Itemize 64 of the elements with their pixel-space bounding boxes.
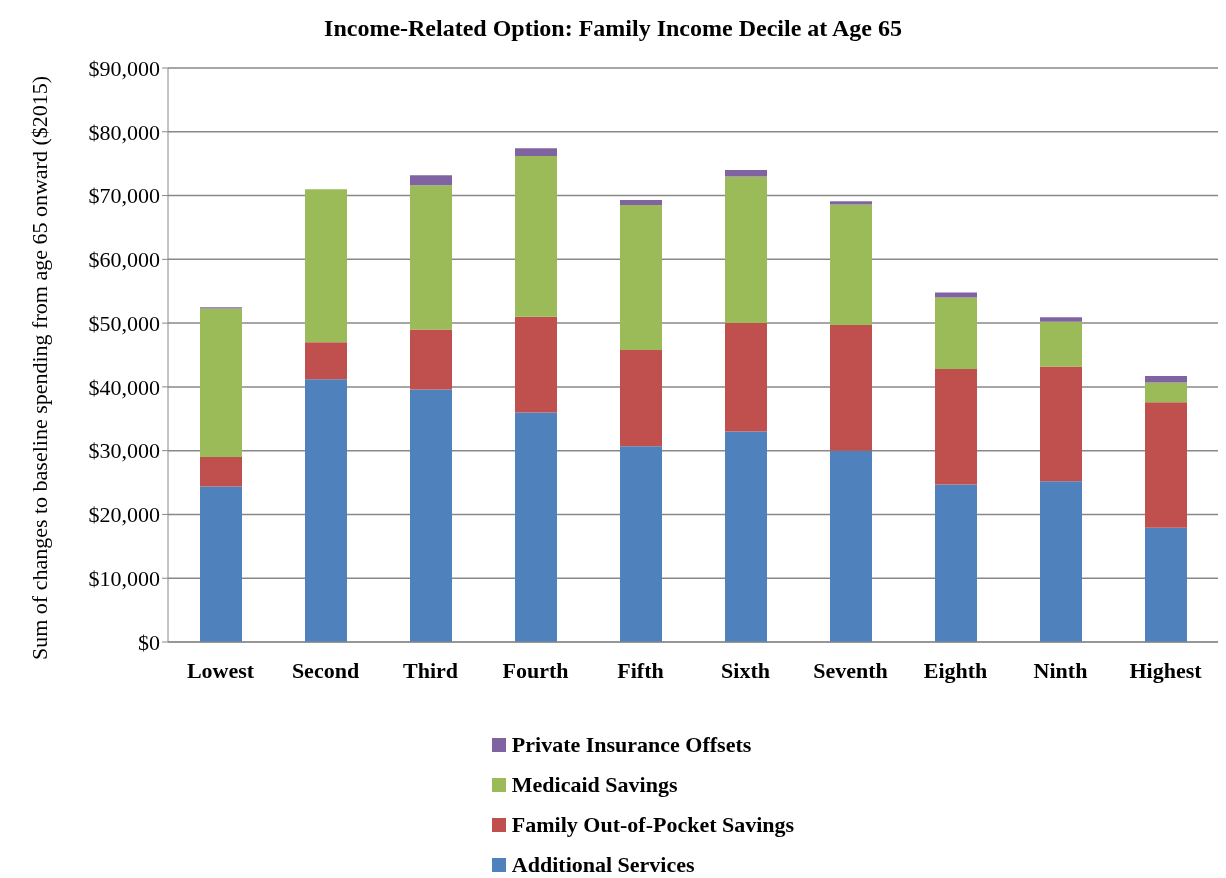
legend-label: Additional Services: [511, 852, 695, 878]
bar: [1040, 366, 1082, 482]
bar: [935, 292, 977, 298]
bar: [1040, 317, 1082, 322]
bar: [305, 342, 347, 380]
y-axis-title: Sum of changes to baseline spending from age 65 onward ($2015): [27, 74, 53, 663]
bar: [515, 148, 557, 157]
y-tick-label: $20,000: [88, 502, 160, 528]
x-tick-label: Second: [291, 657, 360, 683]
bar: [620, 349, 662, 447]
legend-label: Private Insurance Offsets: [511, 732, 752, 758]
bar: [830, 325, 872, 451]
x-tick-label: Third: [402, 657, 459, 683]
y-tick-label: $80,000: [88, 119, 160, 145]
y-tick-label: $0: [138, 629, 160, 655]
x-tick-label: Highest: [1129, 657, 1203, 683]
y-tick-label: $90,000: [88, 55, 160, 81]
bar: [725, 323, 767, 432]
bar: [830, 450, 872, 642]
bar: [935, 484, 977, 642]
bar: [620, 200, 662, 206]
bar: [410, 175, 452, 186]
chart-title: Income-Related Option: Family Income Decile at Age 65: [323, 14, 903, 43]
y-tick-label: $50,000: [88, 310, 160, 336]
bar: [830, 201, 872, 205]
legend-label: Medicaid Savings: [511, 772, 678, 798]
x-tick-label: Eighth: [923, 657, 988, 683]
bar: [620, 205, 662, 350]
bar: [1040, 481, 1082, 642]
bar: [200, 457, 242, 487]
bar: [200, 486, 242, 642]
y-tick-label: $30,000: [88, 438, 160, 464]
x-tick-label: Fifth: [617, 657, 664, 683]
y-tick-label: $70,000: [88, 183, 160, 209]
bar: [515, 412, 557, 642]
x-tick-label: Sixth: [721, 657, 770, 683]
bar: [410, 389, 452, 642]
legend-label: Family Out-of-Pocket Savings: [511, 812, 795, 838]
bar: [305, 189, 347, 343]
bar: [1145, 402, 1187, 528]
bar: [305, 379, 347, 642]
bar: [1145, 382, 1187, 403]
bar: [935, 369, 977, 485]
bar: [410, 185, 452, 330]
bar: [1040, 321, 1082, 367]
x-tick-label: Seventh: [813, 657, 888, 683]
bar: [725, 170, 767, 177]
bar: [410, 329, 452, 390]
x-tick-label: Lowest: [186, 657, 255, 683]
bar: [1145, 376, 1187, 383]
bar: [200, 308, 242, 458]
bar: [515, 316, 557, 413]
bar: [515, 156, 557, 317]
bar: [1145, 527, 1187, 642]
x-tick-label: Ninth: [1033, 657, 1088, 683]
y-tick-label: $60,000: [88, 247, 160, 273]
bar: [620, 446, 662, 642]
x-tick-label: Fourth: [502, 657, 569, 683]
bar: [830, 204, 872, 326]
bar: [935, 297, 977, 370]
y-tick-label: $10,000: [88, 566, 160, 592]
bar: [725, 176, 767, 324]
y-tick-label: $40,000: [88, 374, 160, 400]
bar: [725, 431, 767, 642]
